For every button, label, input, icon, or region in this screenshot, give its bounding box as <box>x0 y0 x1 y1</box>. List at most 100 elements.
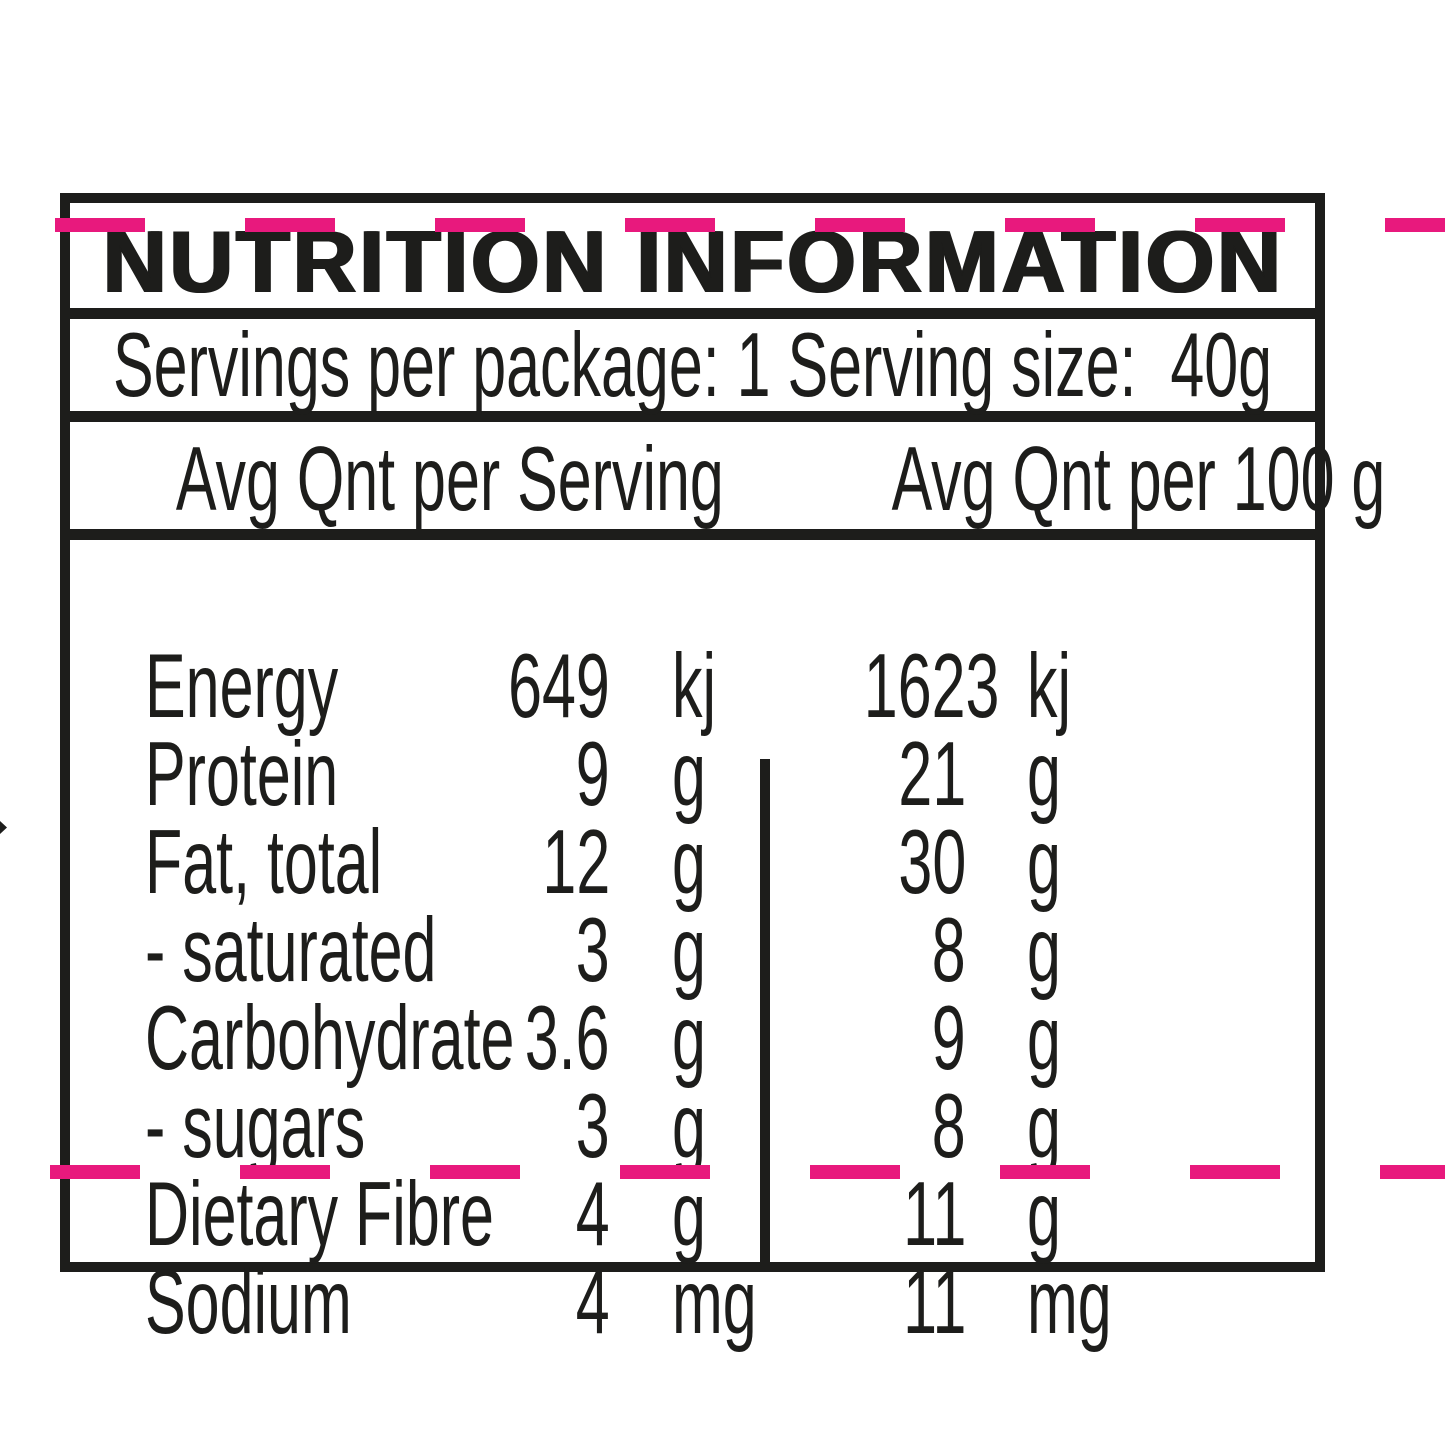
per-serving-unit-cell: g <box>610 907 770 1084</box>
per-100g-value: 11 <box>902 1252 966 1353</box>
nutrient-row: Carbohydrate 3.6 g 9 g <box>70 907 1315 1084</box>
per-100g-value: 8 <box>932 1076 966 1177</box>
col-header-per-serving-cell: Avg Qnt per Serving <box>70 434 770 529</box>
per-serving-unit-cell: g <box>610 1083 770 1260</box>
per-serving-unit-cell: g <box>610 643 770 820</box>
nutrient-name: Dietary Fibre <box>144 1164 494 1265</box>
per-100g-unit-cell: g <box>966 731 1315 908</box>
nutrient-name-cell: Energy <box>70 555 370 732</box>
per-serving-unit: g <box>671 988 706 1089</box>
nutrient-name-cell: - saturated <box>70 819 436 996</box>
nutrient-name: Energy <box>144 636 338 737</box>
per-serving-value-cell: 3 <box>370 819 610 996</box>
nutrient-row: Energy 649 kj 1623 kj <box>70 555 1315 732</box>
nutrient-name: Protein <box>144 724 338 825</box>
per-100g-value: 30 <box>898 812 966 913</box>
per-serving-unit: kj <box>671 636 716 737</box>
per-100g-unit: kj <box>1026 636 1071 737</box>
crop-dash-line-bottom <box>50 1165 1445 1179</box>
per-100g-unit-cell: g <box>966 643 1315 820</box>
column-headers-row: Avg Qnt per Serving Avg Qnt per 100 g <box>70 422 1385 540</box>
nutrient-name: Sodium <box>144 1252 352 1353</box>
per-serving-value-cell: 3.6 <box>370 907 610 1084</box>
per-100g-value-cell: 21 <box>770 643 966 820</box>
nutrient-name-cell: Protein <box>70 643 370 820</box>
per-serving-value-cell: 4 <box>370 1083 610 1260</box>
per-100g-value: 8 <box>932 900 966 1001</box>
per-100g-value-cell: 11 <box>770 1083 966 1260</box>
per-100g-value-cell: 30 <box>770 731 966 908</box>
per-100g-unit: g <box>1026 724 1061 825</box>
nutrient-name: - sugars <box>144 1076 365 1177</box>
servings-row: Servings per package: 1 Serving size: 40… <box>70 319 1315 422</box>
per-serving-value: 9 <box>576 724 610 825</box>
nutrient-row: Sodium 4 mg 11 mg <box>70 1171 1315 1348</box>
panel-title-row: NUTRITION INFORMATION <box>70 203 1315 319</box>
per-100g-unit-cell: g <box>966 995 1315 1172</box>
per-serving-value: 3 <box>576 1076 610 1177</box>
per-serving-unit: g <box>671 1076 706 1177</box>
per-serving-value: 4 <box>576 1252 610 1353</box>
per-serving-value: 12 <box>542 812 610 913</box>
left-edge-registration-mark <box>0 821 7 834</box>
per-100g-value-cell: 8 <box>770 819 966 996</box>
nutrient-name-cell: Carbohydrate <box>70 907 514 1084</box>
per-100g-value-cell: 9 <box>770 907 966 1084</box>
nutrient-row: Protein 9 g 21 g <box>70 643 1315 820</box>
per-serving-unit: g <box>671 1164 706 1265</box>
per-serving-unit-cell: g <box>610 731 770 908</box>
per-serving-unit-cell: mg <box>610 1171 770 1348</box>
per-100g-value: 1623 <box>863 636 1000 737</box>
per-serving-value-cell: 3 <box>370 995 610 1172</box>
per-100g-value: 11 <box>902 1164 966 1265</box>
col-header-per-100g-cell: Avg Qnt per 100 g <box>770 434 1445 529</box>
nutrient-name: - saturated <box>144 900 437 1001</box>
nutrient-name-cell: - sugars <box>70 995 370 1172</box>
nutrient-name: Carbohydrate <box>144 988 515 1089</box>
per-100g-unit-cell: g <box>966 907 1315 1084</box>
per-100g-unit-cell: mg <box>966 1171 1315 1348</box>
per-100g-unit: g <box>1026 812 1061 913</box>
per-100g-value-cell: 1623 <box>770 555 999 732</box>
col-header-per-100g: Avg Qnt per 100 g <box>891 429 1386 530</box>
per-100g-unit: g <box>1026 1076 1061 1177</box>
per-serving-unit: mg <box>671 1252 757 1353</box>
nutrient-row: - sugars 3 g 8 g <box>70 995 1315 1172</box>
nutrient-name: Fat, total <box>144 812 382 913</box>
crop-dash-line-top <box>55 218 1445 232</box>
per-100g-unit-cell: g <box>966 1083 1315 1260</box>
nutrient-row: - saturated 3 g 8 g <box>70 819 1315 996</box>
nutrient-table-body: Energy 649 kj 1623 kj Protein 9 g 21 g <box>70 540 1315 1348</box>
per-100g-unit: g <box>1026 900 1061 1001</box>
per-serving-value-cell: 4 <box>370 1171 610 1348</box>
per-serving-value: 3 <box>576 900 610 1001</box>
per-serving-value: 3.6 <box>525 988 610 1089</box>
nutrient-row: Dietary Fibre 4 g 11 g <box>70 1083 1315 1260</box>
per-serving-unit: g <box>671 724 706 825</box>
per-100g-unit-cell: kj <box>966 555 1315 732</box>
per-serving-unit: g <box>671 812 706 913</box>
column-divider-line <box>760 759 770 1262</box>
panel-title: NUTRITION INFORMATION <box>103 212 1284 311</box>
nutrition-panel: NUTRITION INFORMATION Servings per packa… <box>60 193 1385 1348</box>
per-serving-unit-cell: g <box>610 995 770 1172</box>
per-serving-unit-cell: g <box>610 819 770 996</box>
per-serving-value-cell: 9 <box>370 643 610 820</box>
nutrient-name-cell: Dietary Fibre <box>70 1083 494 1260</box>
servings-line-text: Servings per package: 1 Serving size: 40… <box>113 315 1273 416</box>
per-100g-unit: g <box>1026 988 1061 1089</box>
per-serving-value-cell: 649 <box>370 555 610 732</box>
nutrient-name-cell: Sodium <box>70 1171 370 1348</box>
per-serving-value: 4 <box>576 1164 610 1265</box>
per-100g-unit: g <box>1026 1164 1061 1265</box>
col-header-per-serving: Avg Qnt per Serving <box>176 429 724 530</box>
per-serving-value: 649 <box>508 636 610 737</box>
per-100g-value: 21 <box>898 724 966 825</box>
nutrient-name-cell: Fat, total <box>70 731 382 908</box>
per-serving-unit: g <box>671 900 706 1001</box>
per-serving-unit-cell: kj <box>610 555 770 732</box>
per-serving-value-cell: 12 <box>370 731 610 908</box>
per-100g-unit: mg <box>1026 1252 1112 1353</box>
per-100g-unit-cell: g <box>966 819 1315 996</box>
